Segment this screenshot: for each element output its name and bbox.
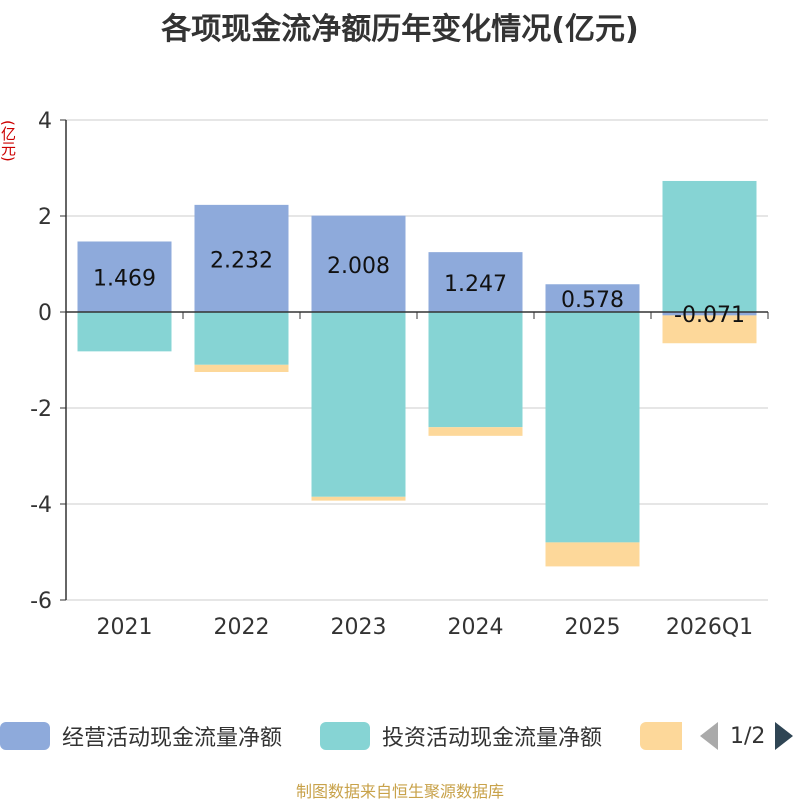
legend-swatch-investing [320,722,370,750]
legend-swatch-operating [0,722,50,750]
bar-operating [662,312,757,316]
y-tick-label: 4 [38,109,52,134]
bar-financing [662,315,757,344]
data-label: 2.008 [327,254,390,279]
legend-item-operating[interactable]: 经营活动现金流量净额 [0,718,282,754]
legend-prev-icon[interactable] [700,722,718,750]
x-tick-label: 2023 [331,615,387,640]
bar-operating [311,215,406,312]
x-tick-label: 2022 [214,615,270,640]
y-tick-label: 0 [38,301,52,326]
legend-item-financing[interactable] [640,718,694,754]
data-label: 1.469 [93,267,156,292]
data-label: 0.578 [561,288,624,313]
y-tick-label: -4 [30,493,52,518]
legend-next-icon[interactable] [775,722,794,750]
legend-pager: 1/2 [700,718,794,754]
bar-investing [194,312,289,365]
bar-investing [311,312,406,497]
x-tick-label: 2024 [448,615,504,640]
legend-label-operating: 经营活动现金流量净额 [62,726,283,751]
bar-investing [428,312,523,428]
chart-title: 各项现金流净额历年变化情况(亿元) [161,12,639,47]
data-source-note: 制图数据来自恒生聚源数据库 [295,782,504,801]
x-tick-label: 2021 [97,615,153,640]
data-label: 1.247 [444,272,507,297]
bar-operating [77,241,172,312]
bar-investing [545,312,640,543]
bar-operating [428,252,523,312]
x-tick-label: 2025 [565,615,621,640]
legend: 经营活动现金流量净额 投资活动现金流量净额 1/2 [0,718,800,754]
legend-item-investing[interactable]: 投资活动现金流量净额 [320,718,602,754]
y-tick-label: -2 [30,397,52,422]
y-tick-label: 2 [38,205,52,230]
y-axis-unit: (亿元) [0,120,17,162]
bar-financing [428,427,523,436]
legend-page-indicator: 1/2 [730,723,766,749]
bar-operating [194,204,289,312]
data-label: 2.232 [210,248,273,273]
bar-financing [194,364,289,372]
cashflow-chart: 4 2 0 -2 -4 -6 1.469 2.232 2.008 1.247 0.578 -0.071… [30,109,769,640]
legend-label-investing: 投资活动现金流量净额 [382,726,603,751]
bar-financing [545,542,640,567]
data-label: -0.071 [674,303,745,328]
bar-financing [311,496,406,501]
y-tick-label: -6 [30,589,52,614]
legend-swatch-financing [640,722,682,750]
bar-investing [662,180,757,312]
bar-investing [77,312,172,352]
x-tick-label: 2026Q1 [666,615,753,640]
bar-operating [545,284,640,312]
